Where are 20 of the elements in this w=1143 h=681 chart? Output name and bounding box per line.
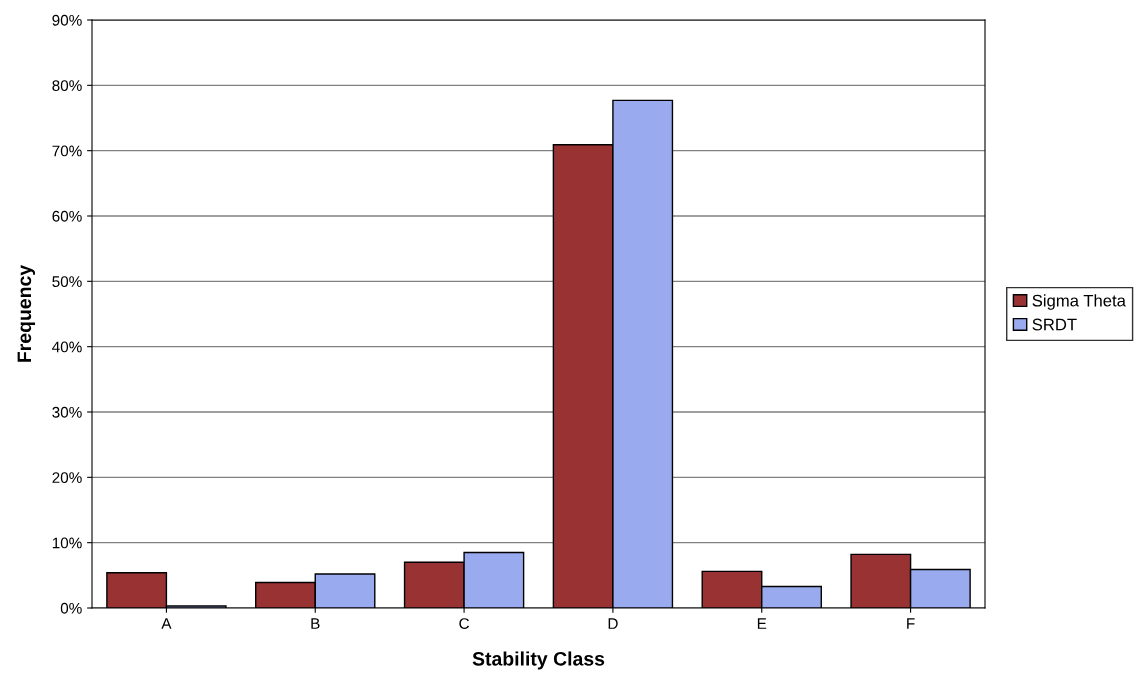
x-tick-label: C bbox=[459, 618, 470, 629]
x-tick-label: B bbox=[311, 618, 320, 629]
y-tick-label: 50% bbox=[52, 276, 82, 288]
x-tick-label: D bbox=[608, 618, 618, 629]
y-tick-label: 60% bbox=[52, 210, 82, 222]
legend-label: SRDT bbox=[1032, 318, 1077, 331]
y-tick-label: 80% bbox=[52, 80, 82, 92]
legend-label: Sigma Theta bbox=[1032, 294, 1126, 310]
y-tick-label: 10% bbox=[52, 537, 82, 549]
x-tick-label: E bbox=[757, 618, 767, 629]
y-tick-label: 0% bbox=[60, 602, 82, 614]
y-tick-label: 40% bbox=[52, 341, 82, 353]
x-tick-label: F bbox=[907, 618, 915, 629]
y-tick-label: 90% bbox=[52, 14, 82, 26]
y-axis-title: Frequency bbox=[17, 264, 36, 362]
y-tick-label: 70% bbox=[52, 145, 82, 157]
x-tick-label: A bbox=[161, 618, 172, 629]
y-tick-label: 30% bbox=[52, 406, 82, 418]
y-tick-label: 20% bbox=[52, 472, 82, 484]
x-axis-title: Stability Class bbox=[472, 651, 605, 670]
